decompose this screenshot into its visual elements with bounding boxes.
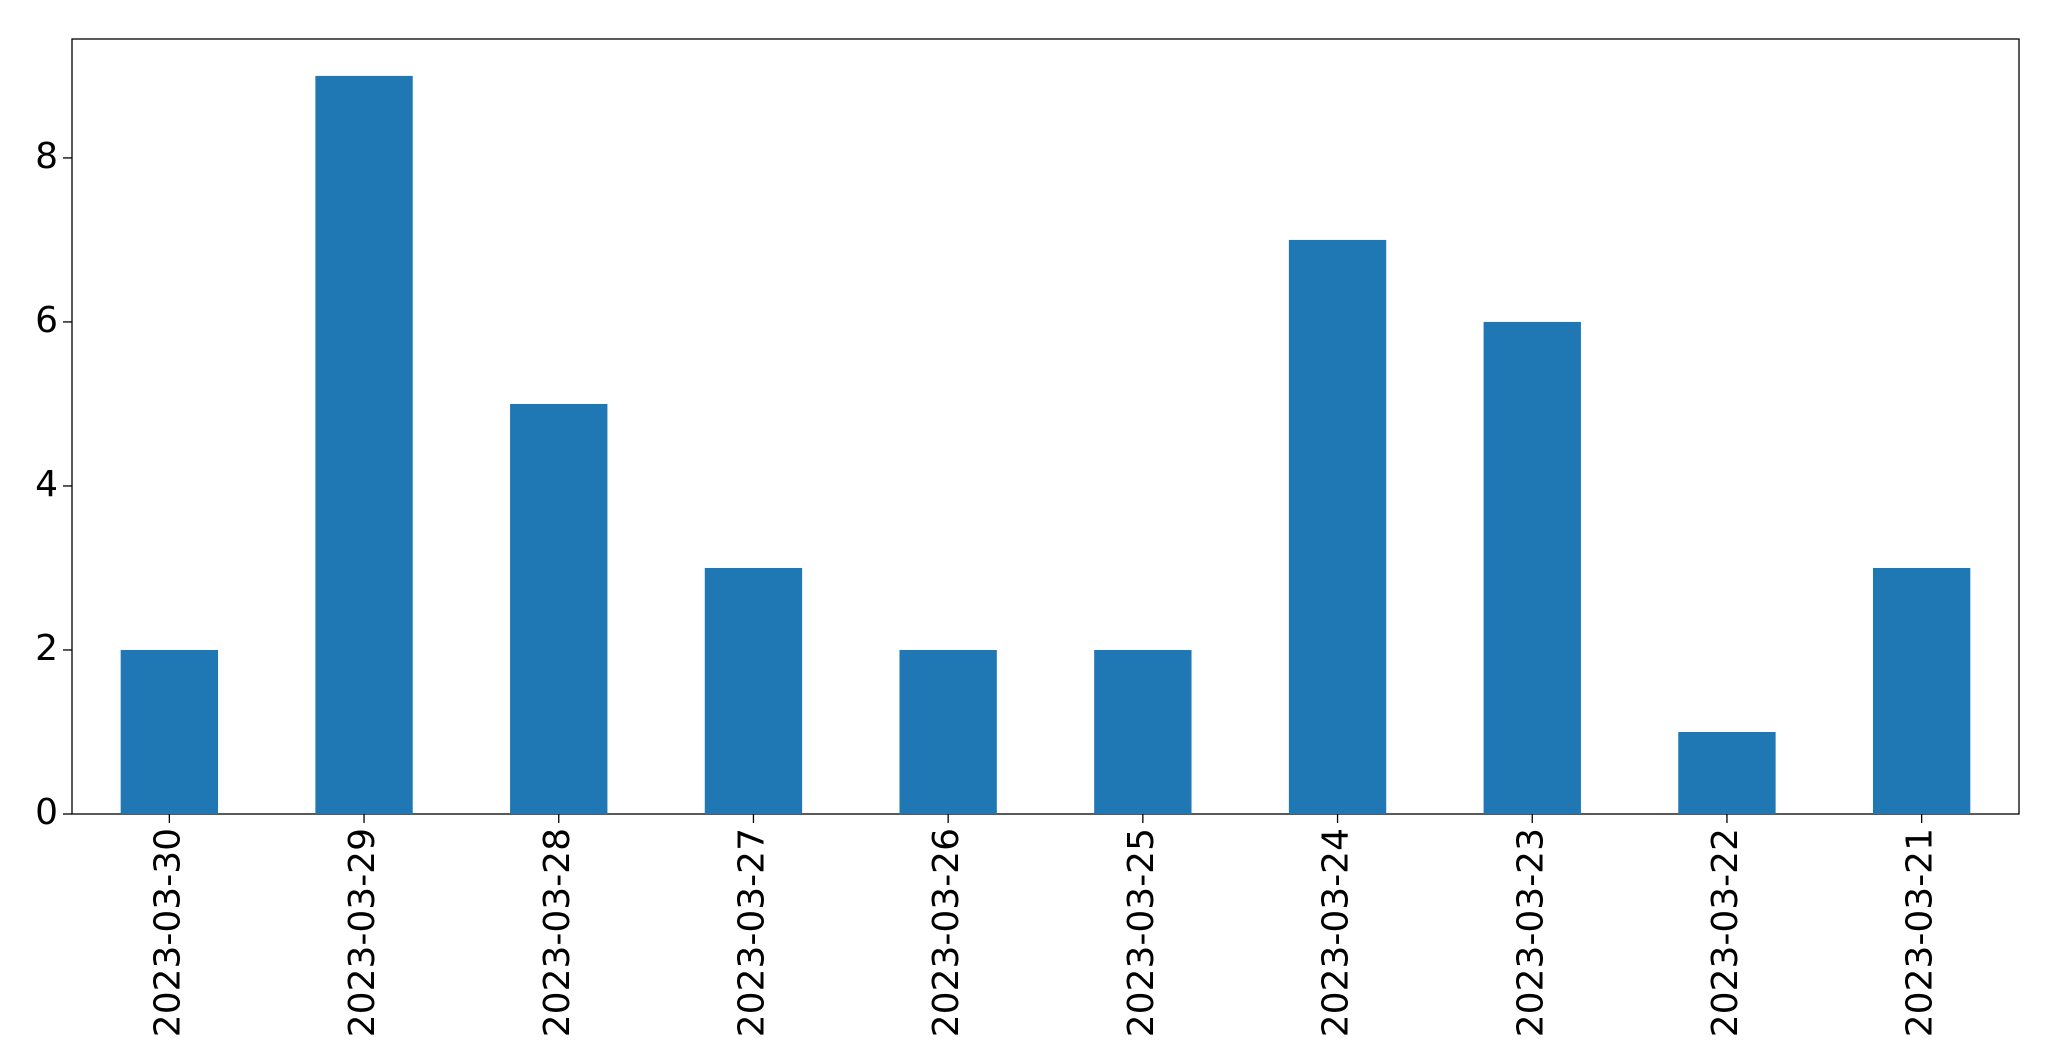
bar [1483, 321, 1581, 814]
bar [1288, 239, 1387, 815]
x-tick-label: 2023-03-23 [1510, 828, 1551, 1037]
x-tick-label: 2023-03-24 [1316, 828, 1357, 1037]
bar [510, 403, 608, 814]
bar [315, 75, 413, 814]
x-tick-label: 2023-03-21 [1900, 828, 1941, 1037]
bar [1094, 649, 1192, 814]
x-tick-label: 2023-03-28 [537, 828, 578, 1037]
x-tick-label: 2023-03-30 [147, 828, 188, 1037]
axes-frame [71, 38, 2020, 815]
x-tick-label: 2023-03-25 [1121, 828, 1162, 1037]
x-tick-label: 2023-03-29 [342, 828, 383, 1037]
y-tick-label: 0 [35, 792, 58, 833]
bar [1678, 731, 1776, 814]
bar [1872, 567, 1971, 814]
y-tick-label: 4 [35, 464, 58, 505]
bar [120, 649, 219, 814]
x-tick-label: 2023-03-22 [1705, 828, 1746, 1037]
x-tick-label: 2023-03-26 [926, 828, 967, 1037]
bar [704, 567, 803, 814]
x-tick-label: 2023-03-27 [731, 828, 772, 1037]
y-tick-label: 8 [35, 136, 58, 177]
y-tick-label: 6 [35, 300, 58, 341]
bar [899, 649, 997, 814]
y-tick-label: 2 [35, 628, 58, 669]
